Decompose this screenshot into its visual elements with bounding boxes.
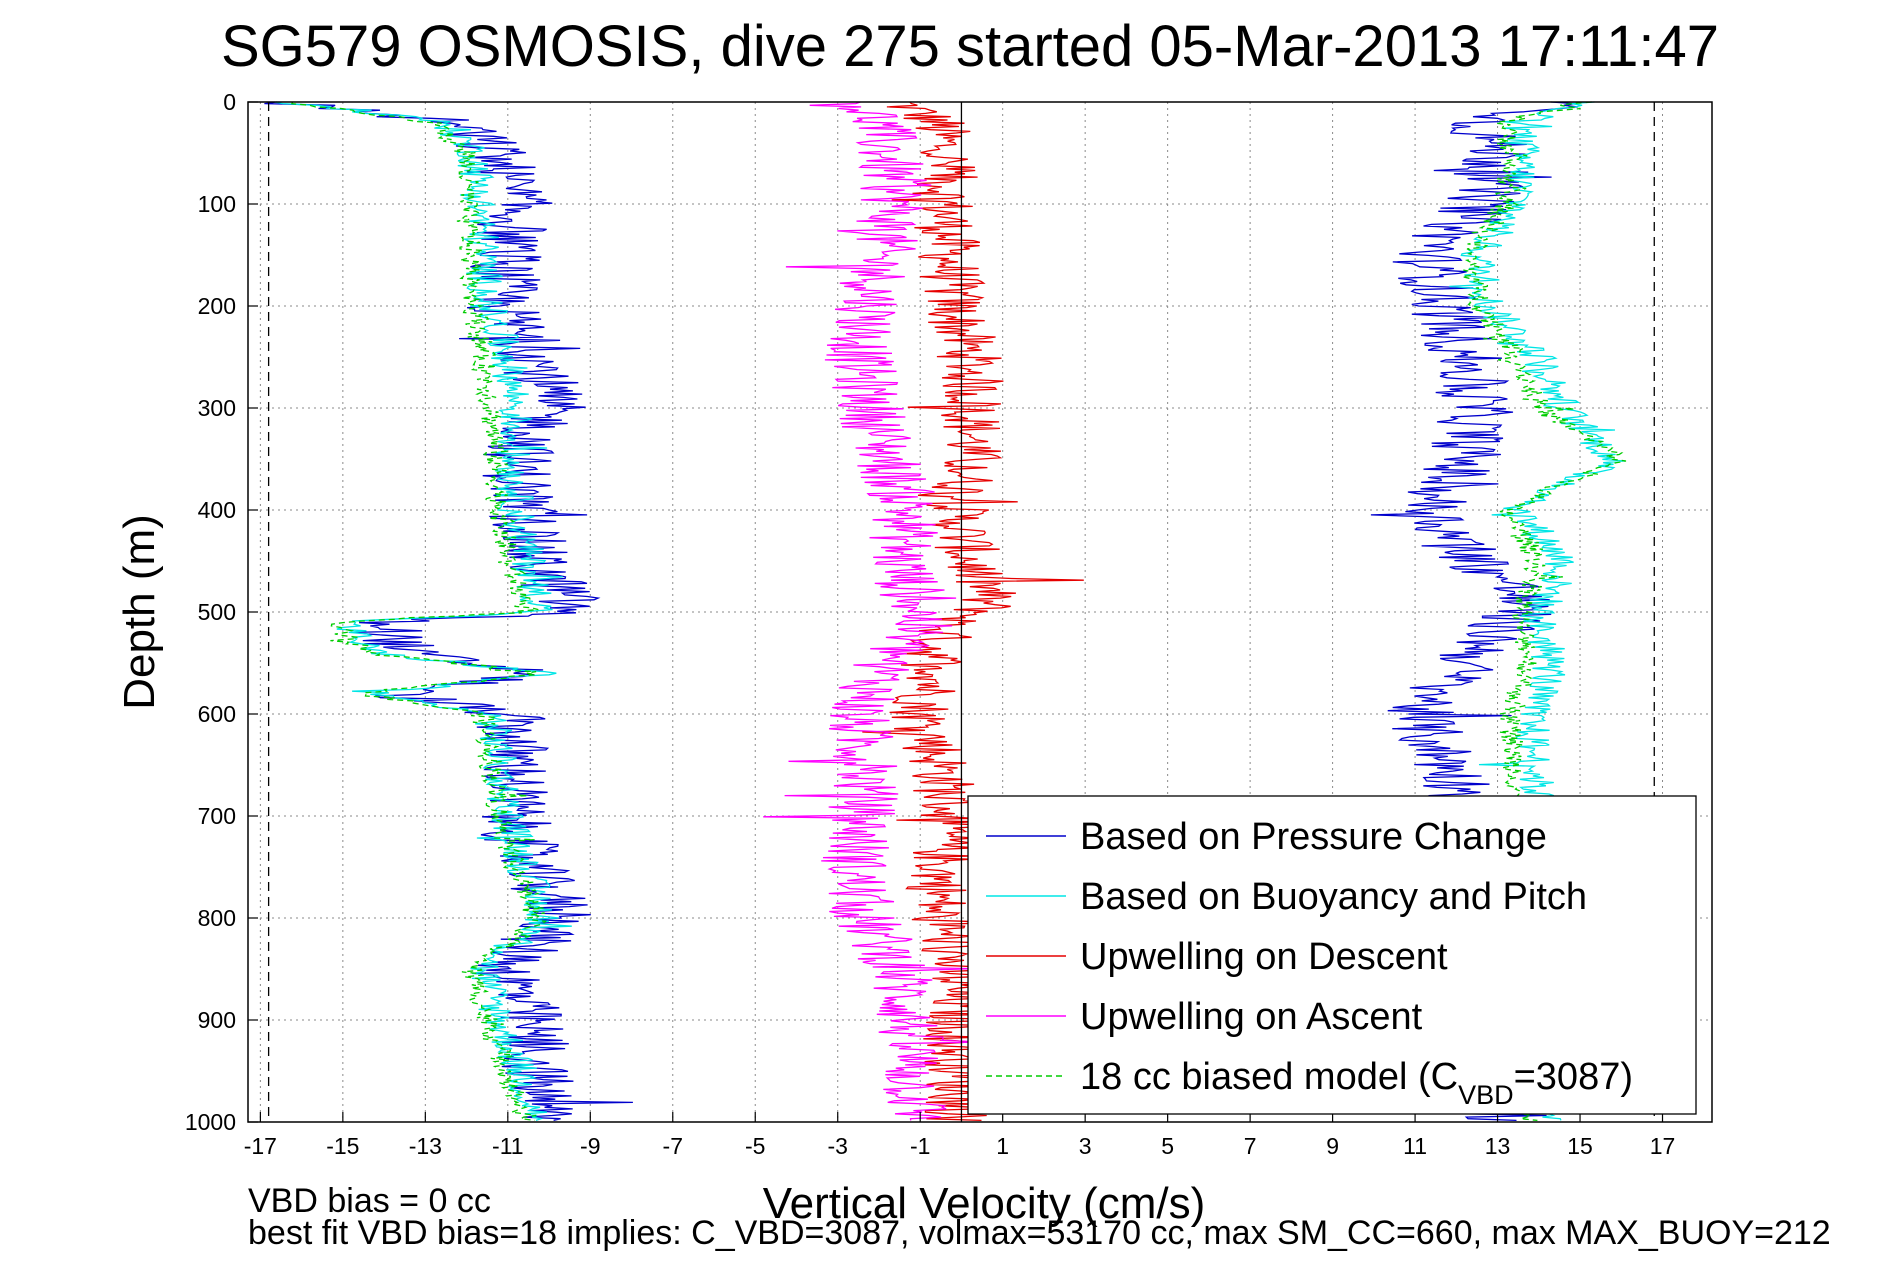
y-tick-label: 500 [198, 599, 236, 625]
x-tick-label: -17 [244, 1133, 277, 1159]
x-axis-ticks: -17 -15 -13 -11 -9 -7 -5 -3 -1 1 3 5 7 9 11 13 15 17 [244, 1112, 1676, 1159]
x-tick-label: 5 [1161, 1133, 1174, 1159]
x-tick-label: 11 [1403, 1133, 1427, 1159]
x-tick-label: 17 [1650, 1133, 1676, 1159]
x-axis-label: Vertical Velocity (cm/s) [763, 1179, 1206, 1228]
x-tick-label: -15 [326, 1133, 359, 1159]
legend-box [967, 795, 1697, 1115]
y-tick-label: 800 [198, 905, 236, 931]
x-tick-label: 1 [996, 1133, 1009, 1159]
y-tick-label: 100 [198, 191, 236, 217]
legend: Based on Pressure Change Based on Buoyanc… [967, 795, 1697, 1115]
x-tick-label: -9 [580, 1133, 600, 1159]
y-axis-label: Depth (m) [115, 514, 164, 710]
y-tick-label: 600 [198, 701, 236, 727]
x-tick-label: -13 [409, 1133, 442, 1159]
y-tick-label: 1000 [185, 1109, 236, 1135]
footer-line-1: VBD bias = 0 cc [248, 1182, 491, 1220]
x-tick-label: -7 [663, 1133, 683, 1159]
y-tick-label: 900 [198, 1007, 236, 1033]
y-tick-label: 300 [198, 395, 236, 421]
legend-label-upwelling-on-ascent: Upwelling on Ascent [1080, 996, 1423, 1038]
legend-label-18-cc-biased-model: 18 cc biased model (CVBD=3087) [1080, 1056, 1633, 1110]
footer-line-2: best fit VBD bias=18 implies: C_VBD=3087… [248, 1214, 1831, 1252]
x-tick-label: 9 [1326, 1133, 1339, 1159]
y-tick-label: 400 [198, 497, 236, 523]
legend-label-based-on-pressure-change: Based on Pressure Change [1080, 816, 1547, 858]
legend-label-based-on-buoyancy-and-pitch: Based on Buoyancy and Pitch [1080, 876, 1587, 918]
x-tick-label: -11 [492, 1133, 524, 1159]
y-tick-label: 0 [223, 89, 236, 115]
series-line-upwelling-on-descent-profile [862, 101, 1084, 1122]
legend-label-upwelling-on-descent: Upwelling on Descent [1080, 936, 1448, 978]
series-line-upwelling-on-ascent-profile [763, 101, 985, 1121]
chart-title: SG579 OSMOSIS, dive 275 started 05-Mar-2… [221, 14, 1719, 79]
reference-lines [267, 102, 1655, 1122]
x-tick-label: -3 [827, 1133, 847, 1159]
y-tick-label: 200 [198, 293, 236, 319]
x-tick-label: 13 [1485, 1133, 1511, 1159]
x-tick-label: 15 [1567, 1133, 1593, 1159]
x-tick-label: -5 [745, 1133, 765, 1159]
x-tick-label: 7 [1244, 1133, 1257, 1159]
series-line-based-on-buoyancy-and-pitch-descent [274, 101, 572, 1122]
y-tick-label: 700 [198, 803, 236, 829]
series-line-18-cc-biased-model-descent [290, 101, 548, 1122]
y-axis-ticks: 0 100 200 300 400 500 600 700 800 900 1000 [185, 89, 258, 1135]
x-tick-label: -1 [910, 1133, 930, 1159]
series-layer [264, 101, 1627, 1122]
x-tick-label: 3 [1079, 1133, 1092, 1159]
